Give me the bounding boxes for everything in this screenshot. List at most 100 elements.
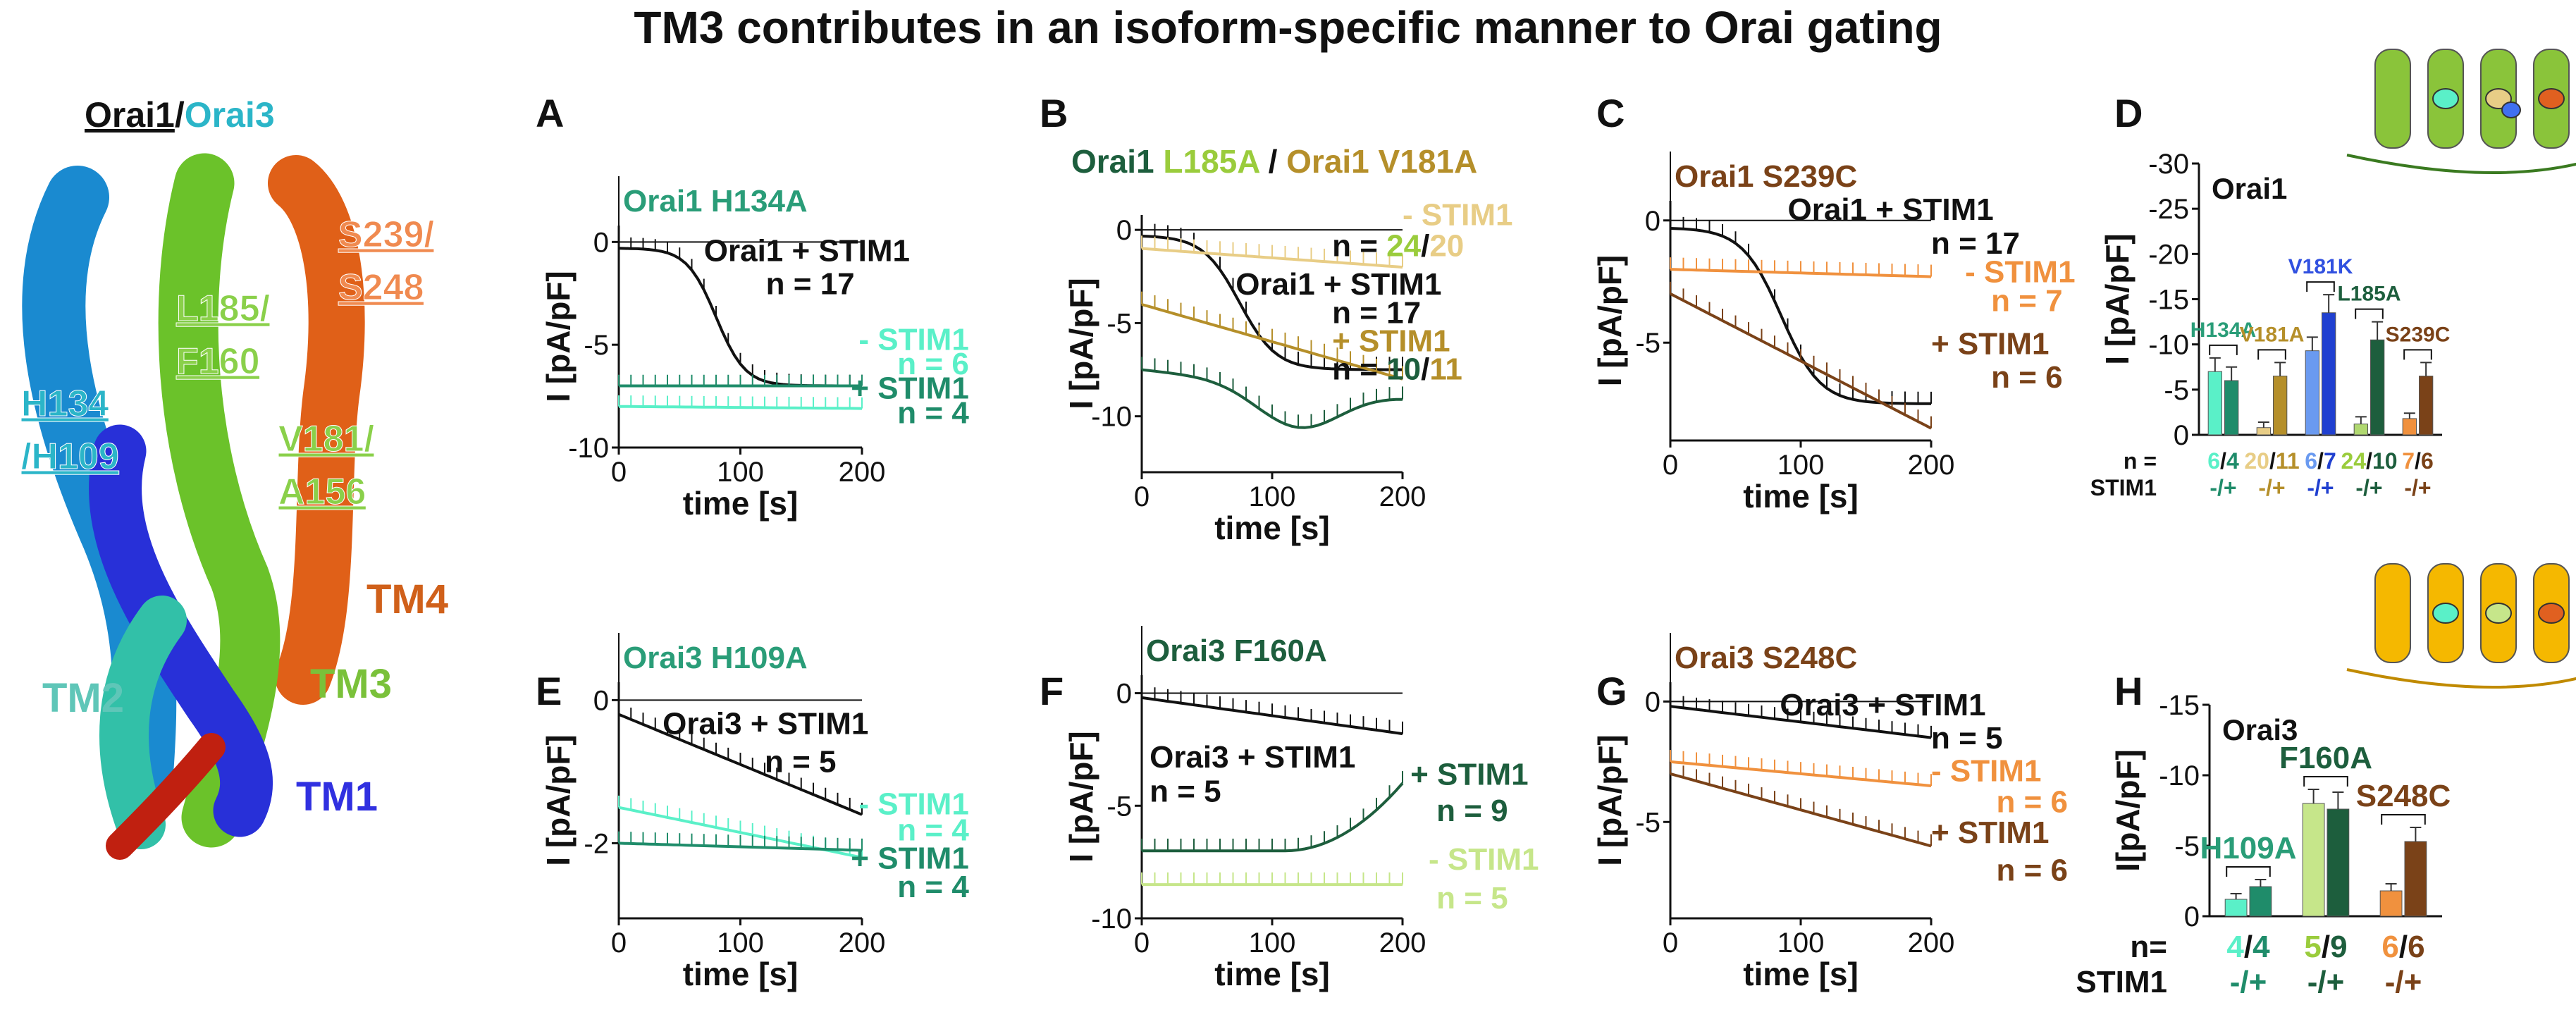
x-tick-label: 0 (1663, 927, 1678, 959)
n-minus: 6 (2305, 448, 2317, 474)
series-2 (1141, 872, 1403, 887)
y-axis-label: I [pA/pF] (1063, 731, 1099, 863)
y-axis-label: I [pA/pF] (540, 271, 577, 402)
bar-group-s248c: S248C 6/6-/+ (2356, 779, 2451, 999)
cartoon-residue (2432, 603, 2459, 624)
panel-a: A 0 100 200 0 -5 -10 time [s] I [pA/pF] Orai1 H13… (536, 91, 969, 522)
y-tick-label: -5 (1635, 328, 1660, 359)
bar (2273, 376, 2288, 436)
annotation: - STIM1 (858, 322, 968, 357)
n-slash: / (2415, 448, 2421, 474)
series-line (1142, 782, 1404, 853)
panel-letter: B (1040, 91, 1068, 135)
x-axis-label: time [s] (683, 956, 799, 992)
bar (2327, 808, 2350, 917)
series-1 (1141, 771, 1404, 853)
n-plus: 10 (2372, 448, 2398, 474)
label-tm2: TM2 (42, 675, 124, 721)
annotation: n = 4 (897, 395, 969, 430)
annotation: - STIM1 (858, 787, 968, 822)
y-tick-label: -10 (1091, 402, 1132, 433)
annotation: n = 6 (1991, 360, 2063, 395)
orai-structure-illustration: Orai1/Orai3 S239/S248 L185/F160 H134/H109 V… (21, 95, 448, 860)
annotation: - STIM1 (1931, 754, 2041, 789)
annotation: + STIM1 (1332, 323, 1450, 358)
cartoon-residue (2501, 101, 2521, 118)
stim-value: -/+ (2210, 475, 2236, 500)
x-axis-label: time [s] (1214, 510, 1330, 546)
helix-red-end (106, 733, 226, 860)
stim-value: -/+ (2230, 965, 2267, 999)
inset-label: Orai3 (2222, 713, 2298, 746)
series-0 (1141, 685, 1403, 736)
x-tick-label: 100 (1777, 450, 1825, 481)
n-value: 4/4 (2226, 930, 2270, 964)
y-tick-label: -5 (2174, 831, 2200, 862)
group-bracket (2226, 866, 2271, 877)
group-bracket (2303, 776, 2348, 787)
y-tick-label: -5 (1107, 791, 1132, 822)
y-tick-label: -10 (568, 433, 609, 464)
stim-value: -/+ (2385, 965, 2422, 999)
panel-b: B 0 100 200 0 -5 -10 time [s] I [pA/pF] Orai1 L18… (1040, 91, 1512, 546)
series-line (1141, 696, 1403, 736)
n-slash: / (2269, 448, 2276, 474)
y-tick-label: -20 (2148, 239, 2189, 270)
series-1 (618, 395, 863, 410)
annotation: + STIM1 (851, 371, 969, 406)
bar (2322, 312, 2336, 436)
y-tick-label: -5 (584, 330, 609, 361)
n-minus: 5 (2304, 930, 2321, 964)
series-1 (1670, 750, 1932, 787)
panel-subtitle: Orai3 F160A (1146, 634, 1327, 668)
series-line (1141, 235, 1403, 371)
group-label: V181K (2288, 255, 2353, 278)
annotation: + STIM1 (851, 842, 969, 876)
y-tick-label: -5 (1635, 807, 1660, 838)
n-minus: 6 (2381, 930, 2398, 964)
y-axis-label: I [pA/pF] (1063, 278, 1099, 409)
group-bracket (2355, 308, 2384, 319)
group-bracket (2306, 281, 2335, 292)
panel-letter: D (2114, 91, 2143, 135)
n-value: 6/6 (2381, 930, 2424, 964)
panel-subtitle: Orai1 H134A (623, 184, 808, 218)
x-tick-label: 200 (1379, 927, 1426, 959)
series-1 (1670, 257, 1932, 278)
panel-h: H0-5-10-15I[pA/pF]Orai3H109A4/4-/+F160A5… (2076, 563, 2576, 999)
n-value: 6/7 (2305, 448, 2336, 474)
inset-label: Orai1 (2212, 172, 2287, 205)
series-line (618, 713, 863, 816)
cartoon-loop (2346, 668, 2576, 689)
n-value: 5/9 (2304, 930, 2347, 964)
label-tm1: TM1 (296, 774, 378, 820)
y-tick-label: -10 (2148, 330, 2189, 361)
annotation: n = 5 (1150, 774, 1221, 808)
structure-header: Orai1/Orai3 (85, 95, 275, 135)
y-tick-label: 0 (2184, 901, 2200, 932)
n-slash: / (2399, 930, 2408, 964)
panel-title: Orai1 L185A / Orai1 V181A (1071, 143, 1477, 180)
cartoon-residue (2485, 603, 2512, 624)
series-0 (1670, 694, 1932, 739)
stim-row-label: STIM1 (2090, 475, 2157, 500)
cartoon-helix (2374, 49, 2411, 149)
series-line (1141, 303, 1403, 381)
bar (2224, 380, 2239, 436)
panel-subtitle: Orai1 S239C (1675, 159, 1857, 194)
y-axis-label: I [pA/pF] (540, 734, 577, 866)
annotation: n = 9 (1436, 794, 1508, 828)
title-part: Orai1 (1071, 143, 1163, 180)
cartoon-residue (2538, 88, 2565, 109)
bar (2353, 424, 2368, 436)
bar-group-h109a: H109A 4/4-/+ (2200, 831, 2297, 999)
n-row-label: n= (2130, 930, 2167, 964)
label-l185: L185/ (176, 288, 270, 329)
group-label: F160A (2279, 741, 2372, 775)
annotation: Orai3 + STIM1 (663, 707, 868, 741)
y-tick-label: 0 (1116, 215, 1132, 246)
label-v181: V181/ (278, 419, 374, 460)
y-tick-label: 0 (1116, 679, 1132, 710)
x-tick-label: 0 (611, 927, 627, 959)
